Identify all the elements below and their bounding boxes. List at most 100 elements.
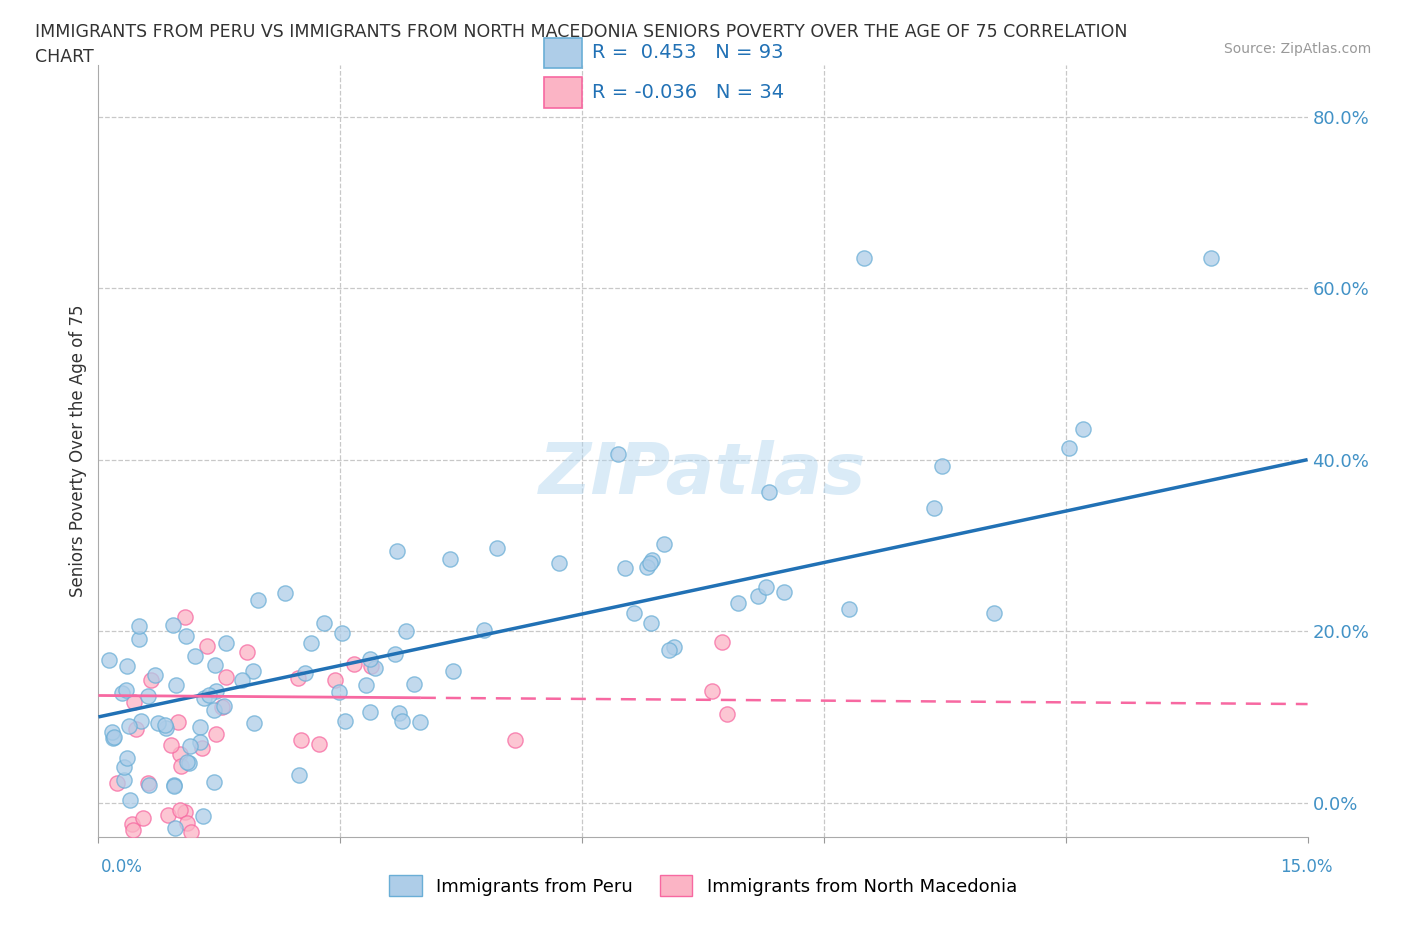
Point	[638, 555, 661, 570]
Text: Source: ZipAtlas.com: Source: ZipAtlas.com	[1223, 42, 1371, 56]
Point	[177, 755, 200, 770]
Point	[332, 625, 354, 640]
Text: 0.0%: 0.0%	[101, 858, 143, 876]
Point	[485, 540, 508, 555]
Point	[333, 713, 356, 728]
Point	[439, 551, 461, 566]
Point	[299, 635, 322, 650]
Point	[176, 816, 198, 830]
Point	[163, 778, 186, 793]
Point	[100, 724, 122, 739]
Point	[118, 718, 141, 733]
Point	[773, 585, 796, 600]
Point	[243, 716, 266, 731]
Point	[242, 664, 264, 679]
Point	[212, 698, 235, 713]
Text: R = -0.036   N = 34: R = -0.036 N = 34	[592, 83, 783, 101]
Point	[176, 755, 198, 770]
Point	[716, 707, 738, 722]
Point	[755, 580, 778, 595]
Point	[640, 552, 662, 567]
Point	[157, 807, 180, 822]
Point	[153, 718, 176, 733]
Point	[101, 730, 124, 745]
Point	[132, 810, 155, 825]
Point	[191, 809, 214, 824]
Point	[391, 714, 413, 729]
Point	[747, 589, 769, 604]
Point	[197, 687, 219, 702]
Point	[323, 673, 346, 688]
Point	[122, 823, 145, 838]
Point	[1071, 422, 1094, 437]
Point	[443, 664, 465, 679]
Point	[159, 737, 181, 752]
Point	[614, 560, 637, 575]
Point	[204, 658, 226, 672]
Point	[115, 658, 138, 673]
Point	[702, 684, 724, 698]
Point	[360, 658, 382, 673]
Point	[658, 643, 681, 658]
Point	[146, 715, 169, 730]
Point	[356, 678, 378, 693]
Point	[384, 646, 406, 661]
Point	[128, 618, 150, 633]
Point	[205, 726, 228, 741]
Text: IMMIGRANTS FROM PERU VS IMMIGRANTS FROM NORTH MACEDONIA SENIORS POVERTY OVER THE: IMMIGRANTS FROM PERU VS IMMIGRANTS FROM …	[35, 23, 1128, 41]
Point	[1199, 250, 1222, 266]
Text: ZIPatlas: ZIPatlas	[540, 440, 866, 509]
Point	[294, 665, 316, 680]
Point	[138, 777, 160, 792]
Point	[343, 657, 366, 671]
Point	[363, 660, 385, 675]
Point	[202, 702, 225, 717]
Point	[120, 792, 142, 807]
Point	[136, 776, 159, 790]
Point	[983, 605, 1005, 620]
Point	[246, 592, 269, 607]
Point	[652, 537, 675, 551]
Point	[169, 746, 191, 761]
Point	[114, 683, 136, 698]
Point	[640, 615, 662, 630]
Point	[176, 628, 198, 643]
Point	[395, 624, 418, 639]
Point	[122, 695, 145, 710]
Point	[165, 678, 187, 693]
Point	[143, 668, 166, 683]
Point	[359, 651, 381, 666]
Point	[112, 773, 135, 788]
Point	[503, 733, 526, 748]
Bar	[544, 77, 582, 108]
Point	[128, 631, 150, 646]
Point	[129, 713, 152, 728]
Point	[308, 737, 330, 751]
Point	[409, 714, 432, 729]
Point	[202, 775, 225, 790]
Point	[931, 458, 953, 473]
Point	[125, 722, 148, 737]
Point	[231, 673, 253, 688]
Point	[184, 648, 207, 663]
Point	[191, 741, 214, 756]
Point	[139, 672, 162, 687]
Point	[103, 730, 125, 745]
Point	[215, 670, 238, 684]
Point	[637, 559, 659, 574]
Point	[274, 585, 297, 600]
Point	[838, 602, 860, 617]
Point	[115, 751, 138, 765]
Point	[388, 705, 411, 720]
Point	[180, 824, 202, 839]
Text: R =  0.453   N = 93: R = 0.453 N = 93	[592, 44, 783, 62]
Point	[112, 759, 135, 774]
Y-axis label: Seniors Poverty Over the Age of 75: Seniors Poverty Over the Age of 75	[69, 305, 87, 597]
Point	[727, 595, 749, 610]
Point	[195, 638, 218, 653]
Text: 15.0%: 15.0%	[1281, 858, 1333, 876]
Point	[166, 714, 188, 729]
Point	[288, 767, 311, 782]
Point	[312, 616, 335, 631]
Point	[607, 446, 630, 461]
